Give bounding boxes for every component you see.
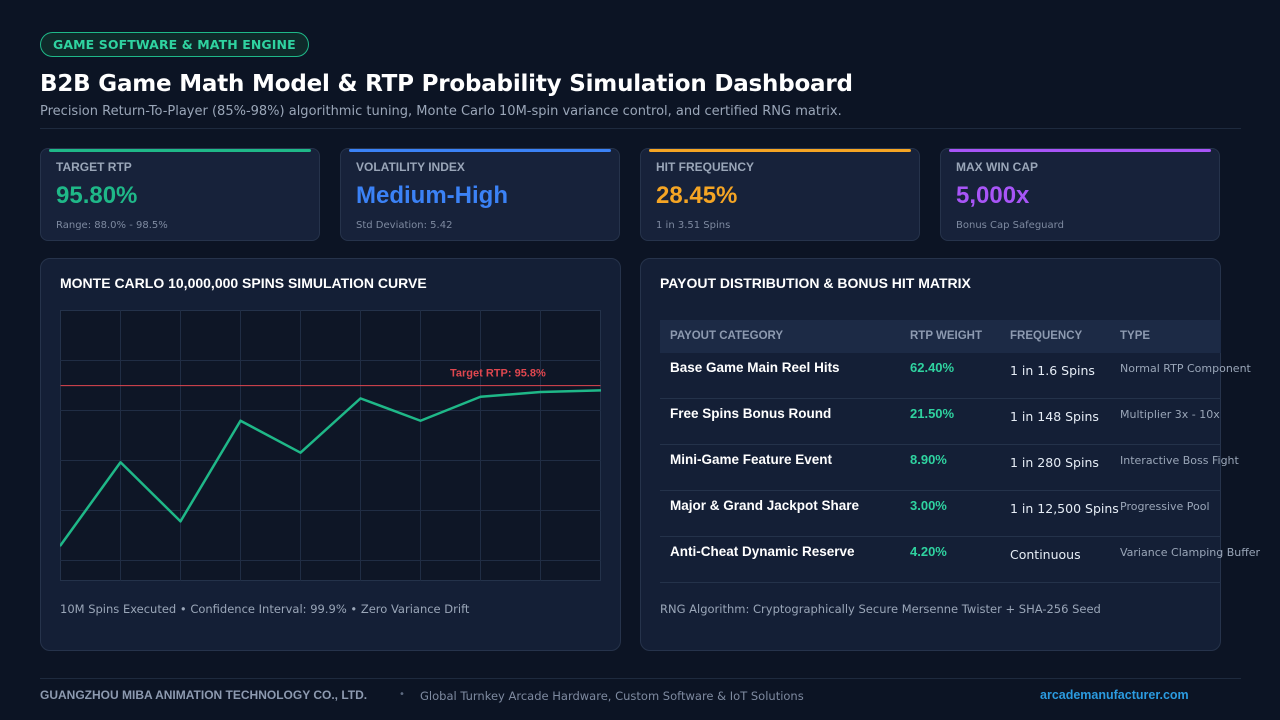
kpi-value: 95.80%	[56, 182, 138, 209]
kpi-note: Bonus Cap Safeguard	[956, 220, 1064, 231]
simulation-point	[539, 391, 542, 393]
footer-company: GUANGZHOU MIBA ANIMATION TECHNOLOGY CO.,…	[40, 688, 368, 702]
simulation-point	[299, 451, 302, 454]
type: Multiplier 3x - 10x	[1120, 408, 1220, 421]
column-header: RTP WEIGHT	[910, 330, 982, 342]
rtp-weight: 62.40%	[910, 360, 955, 375]
simulation-point	[599, 389, 601, 392]
payout-category: Anti-Cheat Dynamic Reserve	[670, 544, 855, 559]
table-row: Mini-Game Feature Event 8.90% 1 in 280 S…	[660, 445, 1239, 491]
kpi-label: HIT FREQUENCY	[656, 160, 755, 174]
kpi-accent-bar	[49, 149, 311, 152]
footer-separator: •	[399, 689, 405, 700]
payout-category: Mini-Game Feature Event	[670, 452, 833, 467]
column-header: PAYOUT CATEGORY	[670, 330, 784, 342]
kpi-note: 1 in 3.51 Spins	[656, 220, 731, 231]
rtp-weight: 8.90%	[910, 452, 947, 467]
header-divider	[40, 128, 1241, 129]
table-row: Free Spins Bonus Round 21.50% 1 in 148 S…	[660, 399, 1221, 445]
frequency: 1 in 148 Spins	[1010, 409, 1099, 424]
payout-category: Free Spins Bonus Round	[670, 406, 832, 421]
kpi-accent-bar	[649, 149, 911, 152]
kpi-value: 5,000x	[956, 182, 1030, 209]
frequency: 1 in 1.6 Spins	[1010, 363, 1095, 378]
footer-website-link[interactable]: arcademanufacturer.com	[1040, 688, 1189, 702]
kpi-accent-bar	[349, 149, 611, 152]
kpi-card-target-rtp: TARGET RTP 95.80% Range: 88.0% - 98.5%	[40, 148, 320, 241]
payout-table: PAYOUT CATEGORY RTP WEIGHT FREQUENCY TYP…	[660, 320, 1260, 583]
table-row: Major & Grand Jackpot Share 3.00% 1 in 1…	[660, 491, 1221, 537]
simulation-point	[419, 419, 422, 422]
kpi-card-max-win: MAX WIN CAP 5,000x Bonus Cap Safeguard	[940, 148, 1220, 241]
simulation-panel: MONTE CARLO 10,000,000 SPINS SIMULATION …	[40, 258, 621, 651]
footer-divider	[40, 678, 1241, 679]
footer-tagline: Global Turnkey Arcade Hardware, Custom S…	[420, 689, 804, 703]
payout-category: Base Game Main Reel Hits	[670, 360, 840, 375]
kpi-label: VOLATILITY INDEX	[356, 160, 465, 174]
simulation-point	[239, 419, 242, 422]
payout-title: PAYOUT DISTRIBUTION & BONUS HIT MATRIX	[660, 275, 971, 291]
simulation-point	[479, 395, 482, 398]
category-badge: GAME SOFTWARE & MATH ENGINE	[40, 32, 309, 57]
type: Normal RTP Component	[1120, 362, 1251, 375]
table-row: Base Game Main Reel Hits 62.40% 1 in 1.6…	[660, 353, 1251, 399]
kpi-card-hit-frequency: HIT FREQUENCY 28.45% 1 in 3.51 Spins	[640, 148, 920, 241]
rtp-weight: 3.00%	[910, 498, 947, 513]
table-header: PAYOUT CATEGORY RTP WEIGHT FREQUENCY TYP…	[660, 320, 1221, 353]
frequency: 1 in 280 Spins	[1010, 455, 1099, 470]
simulation-point	[359, 397, 362, 400]
chart-plot-area	[60, 310, 601, 581]
simulation-series-line	[60, 389, 601, 547]
kpi-value: 28.45%	[656, 182, 738, 209]
payout-panel: PAYOUT DISTRIBUTION & BONUS HIT MATRIX P…	[640, 258, 1260, 651]
simulation-title: MONTE CARLO 10,000,000 SPINS SIMULATION …	[60, 275, 427, 291]
type: Progressive Pool	[1120, 500, 1210, 513]
kpi-label: TARGET RTP	[56, 160, 132, 174]
kpi-note: Range: 88.0% - 98.5%	[56, 220, 168, 231]
table-row: Anti-Cheat Dynamic Reserve 4.20% Continu…	[660, 537, 1260, 583]
kpi-card-volatility: VOLATILITY INDEX Medium-High Std Deviati…	[340, 148, 620, 241]
frequency: Continuous	[1010, 547, 1081, 562]
column-header: FREQUENCY	[1010, 330, 1083, 342]
kpi-accent-bar	[949, 149, 1211, 152]
simulation-chart: Target RTP: 95.8%	[60, 310, 601, 581]
target-rtp-label: Target RTP: 95.8%	[450, 368, 546, 380]
simulation-point	[179, 520, 182, 523]
kpi-note: Std Deviation: 5.42	[356, 220, 453, 231]
simulation-point	[119, 461, 122, 464]
type: Interactive Boss Fight	[1120, 454, 1239, 467]
page-title: B2B Game Math Model & RTP Probability Si…	[40, 71, 853, 97]
type: Variance Clamping Buffer	[1120, 546, 1261, 559]
rtp-weight: 21.50%	[910, 406, 955, 421]
page-subtitle: Precision Return-To-Player (85%-98%) alg…	[40, 104, 842, 119]
payout-category: Major & Grand Jackpot Share	[670, 498, 860, 513]
kpi-value: Medium-High	[356, 182, 508, 209]
payout-footnote: RNG Algorithm: Cryptographically Secure …	[660, 602, 1101, 616]
simulation-footnote: 10M Spins Executed • Confidence Interval…	[60, 602, 470, 616]
simulation-point	[60, 544, 62, 547]
frequency: 1 in 12,500 Spins	[1010, 501, 1119, 516]
kpi-label: MAX WIN CAP	[956, 160, 1038, 174]
column-header: TYPE	[1120, 330, 1151, 342]
rtp-weight: 4.20%	[910, 544, 947, 559]
